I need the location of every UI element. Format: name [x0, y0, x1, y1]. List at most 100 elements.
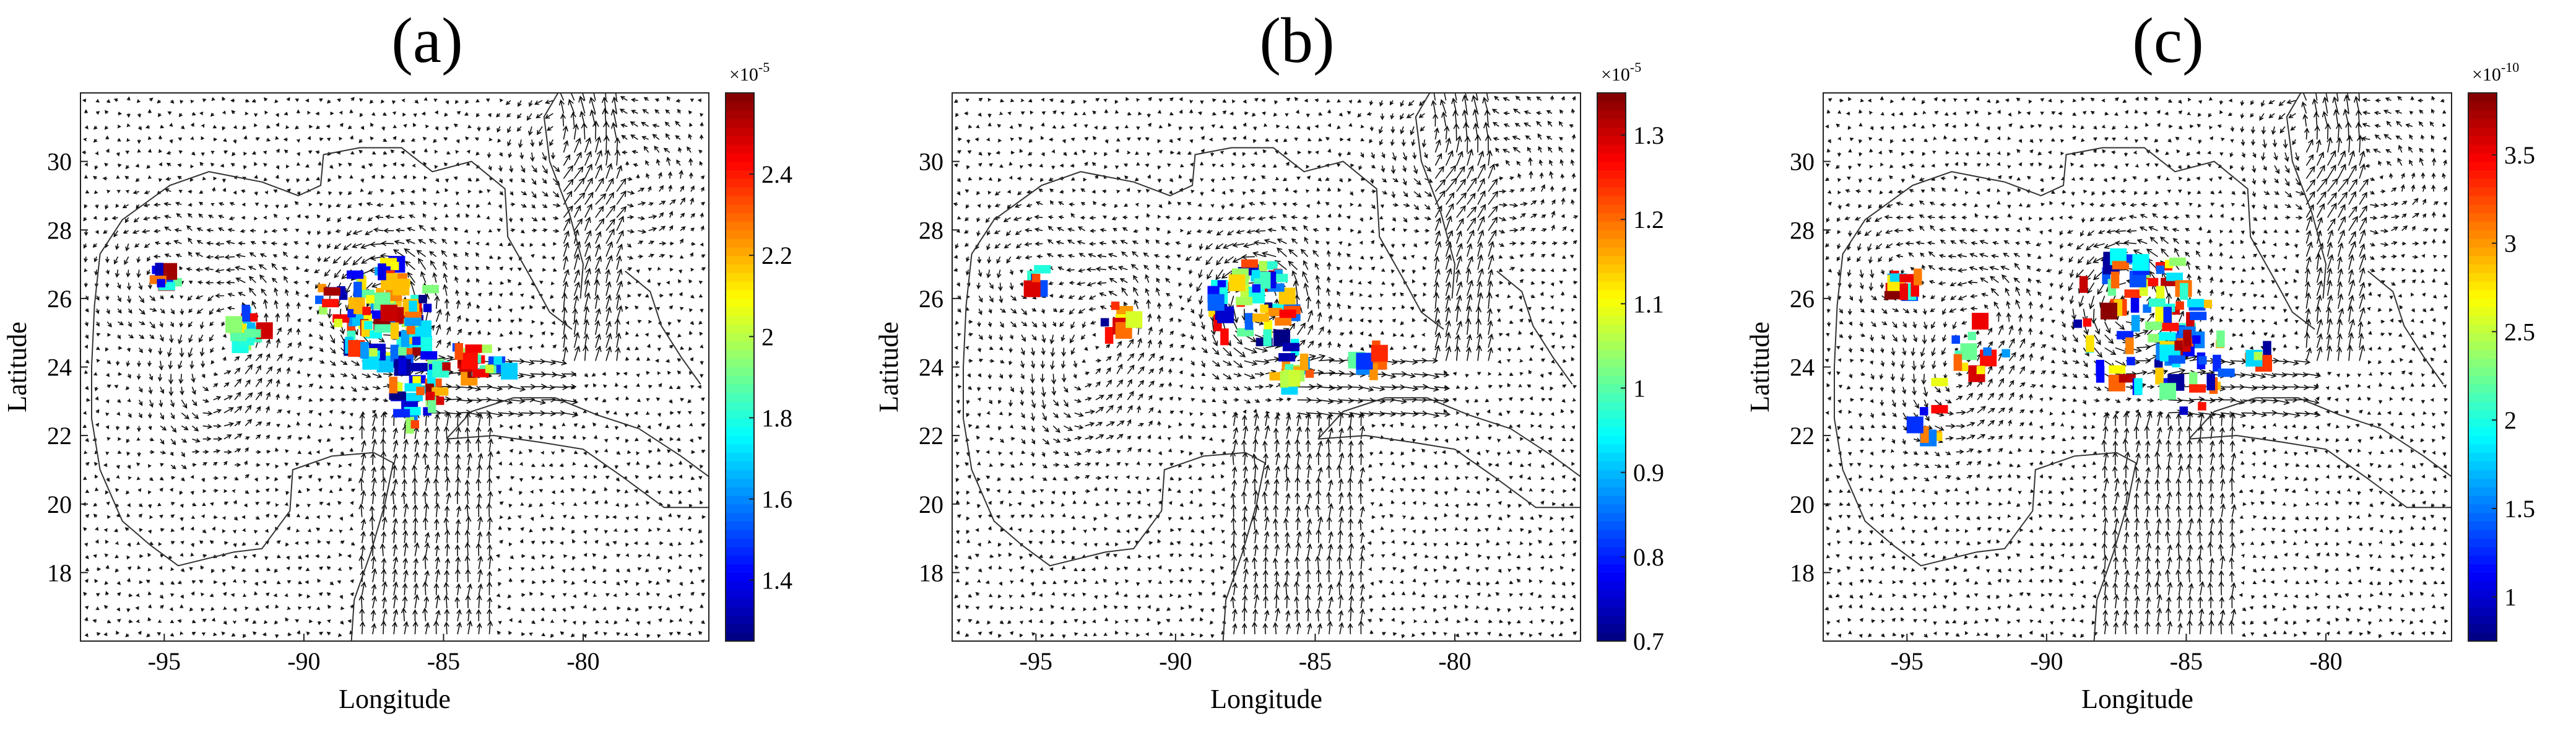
- colorbar-exponent: ×10-10: [2472, 59, 2519, 85]
- colorbar-segment: [726, 470, 754, 479]
- heatmap-cell: [465, 344, 482, 353]
- colorbar-segment: [2468, 461, 2497, 471]
- heatmap-cell: [1305, 369, 1314, 378]
- colorbar-segment: [1597, 581, 1626, 590]
- colorbar-segment: [2468, 564, 2497, 573]
- y-tick-label: 18: [919, 559, 943, 587]
- heatmap-cell: [2148, 298, 2166, 307]
- heatmap-cell: [1263, 329, 1272, 346]
- heatmap-cell: [2159, 383, 2177, 400]
- colorbar-segment: [1597, 435, 1626, 445]
- heatmap-cell: [2109, 365, 2126, 374]
- colorbar-segment: [2468, 127, 2497, 136]
- colorbar-segment: [1597, 470, 1626, 479]
- heatmap-cell: [157, 279, 166, 288]
- coastline: [2367, 270, 2444, 385]
- colorbar-segment: [1597, 487, 1626, 496]
- colorbar-segment: [2468, 349, 2497, 359]
- heatmap-cell: [1983, 347, 1992, 356]
- colorbar-segment: [1597, 521, 1626, 530]
- heatmap-cell: [1125, 311, 1143, 328]
- colorbar-segment: [1597, 101, 1626, 111]
- heatmap-cell: [1899, 274, 1917, 282]
- heatmap-cell: [442, 362, 451, 371]
- colorbar-segment: [726, 401, 754, 411]
- colorbar-exponent: ×10-5: [729, 59, 770, 85]
- heatmap-cell: [1967, 331, 1976, 341]
- heatmap-cell: [2083, 318, 2092, 327]
- colorbar-segment: [726, 152, 754, 162]
- colorbar-segment: [1597, 152, 1626, 162]
- coastline: [2286, 93, 2327, 299]
- heatmap-cell: [1241, 259, 1258, 268]
- colorbar-segment: [726, 315, 754, 325]
- y-tick-label: 28: [47, 216, 72, 244]
- heatmap-cell: [1371, 344, 1388, 362]
- heatmap-cell: [319, 306, 327, 315]
- y-tick-label: 28: [1790, 216, 1815, 244]
- heatmap-cell: [2162, 323, 2179, 331]
- colorbar-segment: [2468, 247, 2497, 256]
- colorbar-tick-label: 2.5: [2504, 318, 2535, 346]
- y-tick-label: 20: [47, 491, 72, 518]
- colorbar-segment: [1597, 530, 1626, 539]
- heatmap-cell: [2206, 374, 2215, 391]
- colorbar-segment: [2468, 538, 2497, 548]
- colorbar-segment: [2468, 470, 2497, 479]
- colorbar-segment: [2468, 418, 2497, 427]
- colorbar-segment: [2468, 170, 2497, 179]
- heatmap-cell: [2169, 257, 2186, 266]
- heatmap-cell: [2253, 352, 2263, 360]
- colorbar-tick-label: 1: [2504, 583, 2517, 611]
- heatmap-cell: [1960, 343, 1977, 360]
- heatmap-cell: [363, 321, 373, 330]
- colorbar-segment: [726, 281, 754, 291]
- y-tick-label: 18: [1790, 559, 1815, 587]
- coastline: [91, 147, 573, 641]
- colorbar-segment: [1597, 452, 1626, 462]
- colorbar-segment: [1597, 341, 1626, 351]
- colorbar-segment: [726, 230, 754, 239]
- colorbar-segment: [1597, 324, 1626, 333]
- colorbar-segment: [726, 555, 754, 565]
- heatmap-cell: [1244, 313, 1254, 330]
- colorbar-segment: [726, 298, 754, 308]
- colorbar-segment: [1597, 118, 1626, 128]
- x-axis-label: Longitude: [339, 684, 451, 714]
- heatmap-cell: [2175, 301, 2184, 310]
- y-axis-label: Latitude: [2, 321, 32, 413]
- heatmap-cell: [2263, 341, 2271, 358]
- x-tick-label: -95: [148, 647, 181, 675]
- colorbar-segment: [726, 418, 754, 427]
- heatmap-cell: [404, 317, 422, 326]
- coastline: [2188, 435, 2452, 509]
- heatmap-cell: [2156, 265, 2165, 274]
- colorbar-segment: [2468, 315, 2497, 325]
- x-tick-label: -90: [1159, 647, 1192, 675]
- panel-title: (c): [2132, 5, 2203, 76]
- velocity-vectors: [81, 93, 706, 639]
- heatmap-cell: [1906, 416, 1923, 434]
- colorbar-segment: [726, 632, 754, 642]
- colorbar-segment: [1597, 564, 1626, 573]
- colorbar-segment: [2468, 632, 2497, 642]
- heatmap-cell: [2168, 355, 2185, 364]
- heatmap-cell: [322, 299, 339, 308]
- colorbar-segment: [2468, 478, 2497, 487]
- heatmap-cell: [2100, 302, 2117, 320]
- heatmap-cell: [1031, 274, 1041, 282]
- colorbar-segment: [726, 443, 754, 453]
- colorbar-segment: [2468, 118, 2497, 128]
- heatmap-cell: [1275, 317, 1292, 326]
- heatmap-cell: [493, 356, 502, 365]
- colorbar-segment: [1597, 247, 1626, 256]
- coastline: [625, 270, 701, 385]
- colorbar-segment: [2468, 409, 2497, 419]
- heatmap-cell: [2079, 276, 2088, 293]
- heatmap-cell: [418, 295, 427, 304]
- colorbar-segment: [1597, 290, 1626, 299]
- heatmap-cell: [1260, 304, 1268, 313]
- heatmap-cell: [2086, 335, 2094, 352]
- colorbar-segment: [726, 384, 754, 393]
- colorbar-tick-label: 2.4: [761, 160, 792, 188]
